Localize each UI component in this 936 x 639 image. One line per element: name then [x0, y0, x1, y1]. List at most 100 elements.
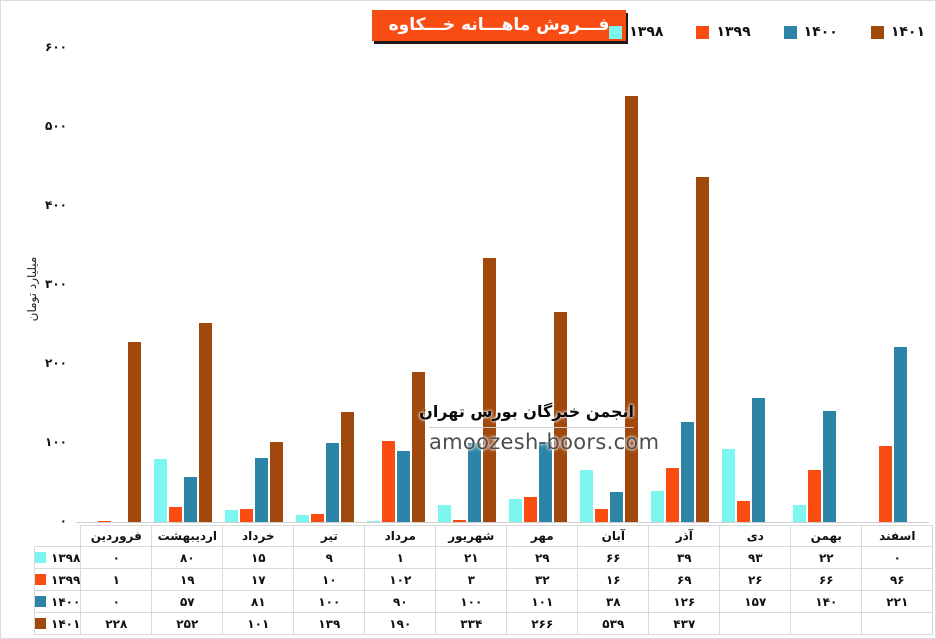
month-header: اسفند — [861, 525, 934, 547]
value-cell: ۸۰ — [151, 546, 224, 569]
series-label: ۱۳۹۸ — [51, 550, 81, 565]
value-cell: ۲۶۶ — [506, 612, 579, 635]
data-table: فروردین اردیبهشت خرداد تیر مرداد شهریور مهر آبا… — [33, 525, 934, 635]
year-label: ۱۴۰۰ — [35, 595, 80, 609]
month-header: خرداد — [222, 525, 295, 547]
bar — [452, 519, 466, 522]
month-header: تیر — [293, 525, 366, 547]
legend-item: ۱۴۰۱ — [870, 24, 925, 40]
month-header: بهمن — [790, 525, 863, 547]
bar — [651, 491, 665, 522]
year-label-cell: ۱۳۹۸ — [33, 546, 82, 569]
bar — [737, 501, 751, 522]
value-cell: ۶۶ — [577, 546, 650, 569]
bar — [793, 504, 807, 522]
value-cell: ۳۳۴ — [435, 612, 508, 635]
watermark-divider — [429, 427, 634, 428]
series-swatch — [35, 574, 46, 585]
series-label: ۱۴۰۰ — [51, 594, 81, 609]
bar — [325, 443, 339, 522]
table-row: ۱۳۹۸ ۰ ۸۰ ۱۵ ۹ ۱ ۲۱ ۲۹ ۶۶ ۳۹ ۹۳ ۲۲ ۰ — [33, 546, 934, 569]
value-cell: ۹ — [293, 546, 366, 569]
value-cell: ۲۲۸ — [80, 612, 153, 635]
value-cell: ۰ — [80, 546, 153, 569]
bar — [340, 412, 354, 522]
bar-group — [858, 48, 929, 522]
value-cell: ۱ — [364, 546, 437, 569]
y-tick-label: ۶۰۰ — [45, 40, 67, 54]
bar-group — [787, 48, 858, 522]
value-cell: ۲۱ — [435, 546, 508, 569]
value-cell: ۰ — [80, 590, 153, 613]
value-cell: ۱۲۶ — [648, 590, 721, 613]
value-cell: ۶۹ — [648, 568, 721, 591]
y-tick-label: ۵۰۰ — [45, 119, 67, 133]
value-cell: ۸۱ — [222, 590, 295, 613]
bar — [97, 521, 111, 522]
value-cell: ۹۶ — [861, 568, 934, 591]
bar-group — [289, 48, 360, 522]
x-axis-line — [76, 522, 929, 523]
bar-group — [645, 48, 716, 522]
value-cell: ۵۷ — [151, 590, 224, 613]
month-header: آذر — [648, 525, 721, 547]
month-header: فروردین — [80, 525, 153, 547]
legend-item: ۱۴۰۰ — [783, 24, 838, 40]
y-tick-label: ۱۰۰ — [45, 435, 67, 449]
bar-group — [716, 48, 787, 522]
value-cell: ۱۹ — [151, 568, 224, 591]
value-cell: ۳۹ — [648, 546, 721, 569]
bar — [823, 411, 837, 522]
legend-swatch — [609, 25, 623, 39]
year-label-cell: ۱۳۹۹ — [33, 568, 82, 591]
month-header: اردیبهشت — [151, 525, 224, 547]
legend-item: ۱۳۹۸ — [609, 24, 663, 40]
bar — [610, 491, 624, 522]
bar — [254, 458, 268, 522]
month-header: شهریور — [435, 525, 508, 547]
month-header: مهر — [506, 525, 579, 547]
bar — [752, 397, 766, 522]
month-header: دی — [719, 525, 792, 547]
value-cell: ۳۲ — [506, 568, 579, 591]
value-cell: ۱۵۷ — [719, 590, 792, 613]
y-tick-label: ۳۰۰ — [45, 277, 67, 291]
value-cell: ۱۳۹ — [293, 612, 366, 635]
bar — [153, 458, 167, 522]
bar-group — [147, 48, 218, 522]
bar — [381, 441, 395, 522]
legend-label: ۱۴۰۱ — [890, 24, 925, 40]
bar — [411, 371, 425, 522]
bar-group — [360, 48, 431, 522]
legend-swatch — [783, 25, 797, 39]
series-swatch — [35, 596, 46, 607]
series-swatch — [35, 618, 46, 629]
value-cell: ۹۰ — [364, 590, 437, 613]
bar-group — [574, 48, 645, 522]
bar — [808, 469, 822, 522]
bar-group — [218, 48, 289, 522]
table-row: ۱۴۰۱ ۲۲۸ ۲۵۲ ۱۰۱ ۱۳۹ ۱۹۰ ۳۳۴ ۲۶۶ ۵۳۹ ۴۳۷ — [33, 612, 934, 635]
value-cell — [861, 612, 934, 635]
bar — [524, 496, 537, 522]
value-cell: ۱۰۱ — [506, 590, 579, 613]
bar — [681, 422, 695, 522]
value-cell: ۱۰ — [293, 568, 366, 591]
value-cell: ۲۶ — [719, 568, 792, 591]
plot-area — [76, 48, 929, 522]
year-label: ۱۳۹۸ — [35, 551, 80, 565]
legend-swatch — [696, 25, 710, 39]
value-cell: ۰ — [861, 546, 934, 569]
value-cell: ۱۹۰ — [364, 612, 437, 635]
watermark: انجمن خبرگان بورس تهران amoozesh-boors.c… — [419, 402, 659, 454]
bar — [482, 258, 496, 522]
value-cell: ۱۰۲ — [364, 568, 437, 591]
legend-label: ۱۳۹۸ — [629, 24, 664, 40]
value-cell: ۲۵۲ — [151, 612, 224, 635]
table-row: ۱۴۰۰ ۰ ۵۷ ۸۱ ۱۰۰ ۹۰ ۱۰۰ ۱۰۱ ۳۸ ۱۲۶ ۱۵۷ ۱۴۰ ۲۲۱ — [33, 590, 934, 613]
legend-item: ۱۳۹۹ — [696, 24, 751, 40]
value-cell: ۳ — [435, 568, 508, 591]
bar — [539, 442, 552, 522]
value-cell: ۹۳ — [719, 546, 792, 569]
